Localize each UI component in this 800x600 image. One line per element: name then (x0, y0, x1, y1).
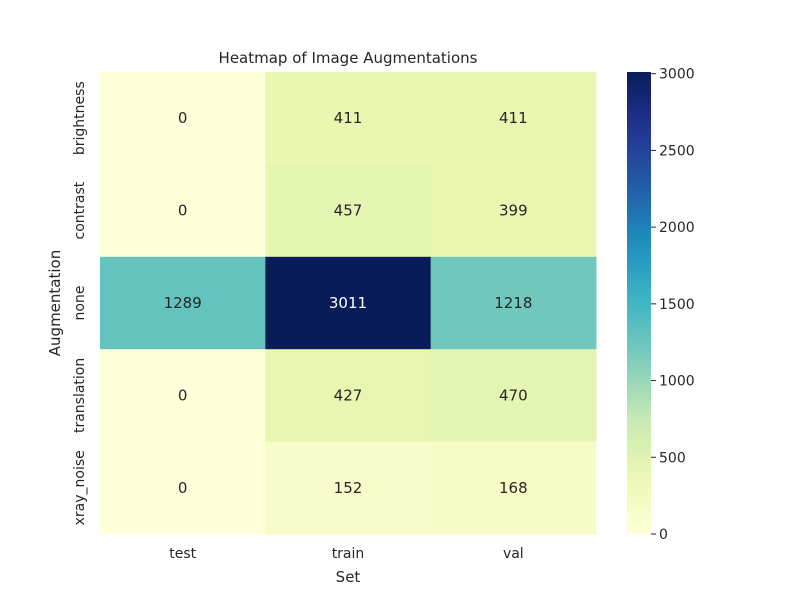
colorbar-tick-label: 2500 (659, 143, 695, 159)
y-tick-label: contrast (72, 181, 88, 239)
heatmap-cells: 0 411 411 0 457 399 1289 3011 1218 0 427 470 0 152 168 (100, 72, 597, 535)
heatmap-cell (265, 349, 432, 443)
x-tick-labels: test train val (169, 546, 523, 562)
cell-value-label: 168 (499, 479, 528, 497)
y-tick-label: translation (72, 358, 88, 433)
cell-value-label: 411 (499, 109, 528, 127)
y-tick-label: xray_noise (72, 450, 88, 525)
y-tick-labels: brightness contrast none translation xray_no… (72, 81, 88, 525)
cell-value-label: 411 (334, 109, 363, 127)
colorbar-tick-label: 0 (659, 527, 668, 543)
heatmap-cell (265, 441, 432, 535)
colorbar-tick-label: 1500 (659, 297, 695, 313)
heatmap-cell (430, 256, 597, 350)
heatmap-cell (100, 164, 266, 258)
cell-value-label: 1218 (494, 294, 532, 312)
cell-value-label: 152 (334, 479, 363, 497)
x-tick-label: val (503, 546, 524, 562)
y-tick-label: brightness (72, 81, 88, 155)
cell-value-label: 457 (334, 202, 363, 220)
cell-value-label: 0 (178, 386, 188, 404)
cell-value-label: 470 (499, 386, 528, 404)
x-axis-label: Set (336, 568, 361, 586)
heatmap-cell (265, 164, 432, 258)
heatmap-cell (100, 349, 266, 443)
x-tick-label: test (169, 546, 196, 562)
colorbar: 0 500 1000 1500 2000 2500 3000 (627, 67, 695, 543)
heatmap-cell (430, 164, 597, 258)
colorbar-gradient (627, 72, 651, 534)
cell-value-label: 427 (334, 386, 363, 404)
cell-value-label: 3011 (329, 294, 367, 312)
heatmap-cell (100, 256, 266, 350)
x-tick-label: train (332, 546, 365, 562)
cell-value-label: 399 (499, 202, 528, 220)
heatmap-cell (430, 349, 597, 443)
y-axis-label: Augmentation (46, 250, 64, 356)
heatmap-cell (265, 72, 432, 165)
colorbar-tick-label: 500 (659, 450, 686, 466)
heatmap-cell (100, 72, 266, 165)
cell-value-label: 0 (178, 109, 188, 127)
heatmap-cell (265, 256, 432, 350)
colorbar-tick-label: 2000 (659, 220, 695, 236)
cell-value-label: 0 (178, 479, 188, 497)
heatmap-cell (430, 441, 597, 535)
heatmap-cell (430, 72, 597, 165)
colorbar-ticks: 0 500 1000 1500 2000 2500 3000 (651, 67, 695, 543)
y-tick-label: none (72, 286, 88, 321)
heatmap-cell (100, 441, 266, 535)
chart-title: Heatmap of Image Augmentations (219, 49, 478, 67)
colorbar-tick-label: 1000 (659, 374, 695, 390)
cell-value-label: 0 (178, 202, 188, 220)
colorbar-tick-label: 3000 (659, 67, 695, 83)
cell-value-label: 1289 (164, 294, 202, 312)
